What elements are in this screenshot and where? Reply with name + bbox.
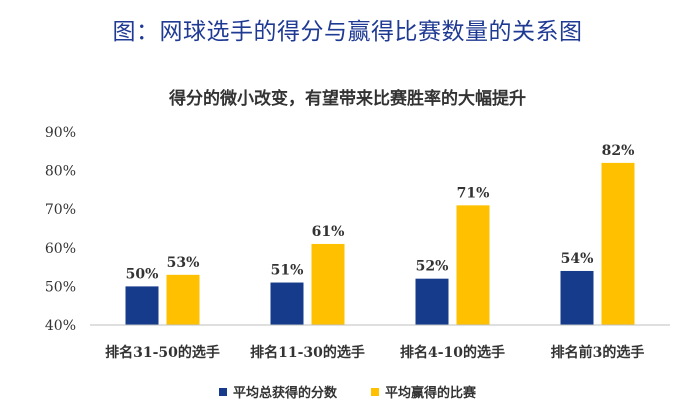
chart-title: 得分的微小改变，有望带来比赛胜率的大幅提升 xyxy=(169,89,526,109)
legend-label-series-1: 平均总获得的分数 xyxy=(232,386,337,401)
x-tick-label: 排名31-50的选手 xyxy=(105,344,220,361)
bar-series-2-3 xyxy=(456,205,490,325)
legend: 平均总获得的分数 平均赢得的比赛 xyxy=(0,382,695,401)
data-label-series-2-2: 61% xyxy=(312,224,345,240)
x-tick-label: 排名前3的选手 xyxy=(551,344,645,361)
data-label-series-2-4: 82% xyxy=(602,143,635,159)
bar-series-2-4 xyxy=(601,162,635,325)
data-label-series-1-2: 51% xyxy=(271,263,304,279)
y-axis: 40% 50% 60% 70% 80% 90% xyxy=(45,125,76,334)
y-tick-label: 70% xyxy=(45,202,76,218)
bars: 50% 53% 51% 61% 52% 71% 54% 82% xyxy=(125,143,635,325)
data-label-series-1-4: 54% xyxy=(561,251,594,267)
data-label-series-1-1: 50% xyxy=(126,266,159,282)
y-tick-label: 60% xyxy=(45,241,76,257)
data-label-series-2-3: 71% xyxy=(457,185,490,201)
y-tick-label: 50% xyxy=(45,279,76,295)
bar-series-1-2 xyxy=(270,282,304,325)
y-tick-label: 80% xyxy=(45,164,76,180)
legend-item-series-2: 平均赢得的比赛 xyxy=(371,382,476,401)
legend-item-series-1: 平均总获得的分数 xyxy=(218,382,337,401)
y-tick-label: 90% xyxy=(45,125,76,141)
bar-series-1-4 xyxy=(560,270,594,325)
data-label-series-1-3: 52% xyxy=(416,259,449,275)
x-tick-label: 排名4-10的选手 xyxy=(400,344,505,361)
bar-series-1-3 xyxy=(415,278,449,325)
page-title: 图：网球选手的得分与赢得比赛数量的关系图 xyxy=(112,19,583,45)
x-axis: 排名31-50的选手 排名11-30的选手 排名4-10的选手 排名前3的选手 xyxy=(90,324,670,361)
legend-label-series-2: 平均赢得的比赛 xyxy=(385,386,477,401)
bar-series-2-2 xyxy=(311,243,345,325)
bar-series-1-1 xyxy=(125,286,159,325)
x-tick-label: 排名11-30的选手 xyxy=(250,344,365,361)
legend-swatch-series-2 xyxy=(371,387,379,396)
data-label-series-2-1: 53% xyxy=(167,255,200,271)
bar-series-2-1 xyxy=(166,274,200,325)
legend-swatch-series-1 xyxy=(218,387,227,396)
y-tick-label: 40% xyxy=(45,318,76,334)
